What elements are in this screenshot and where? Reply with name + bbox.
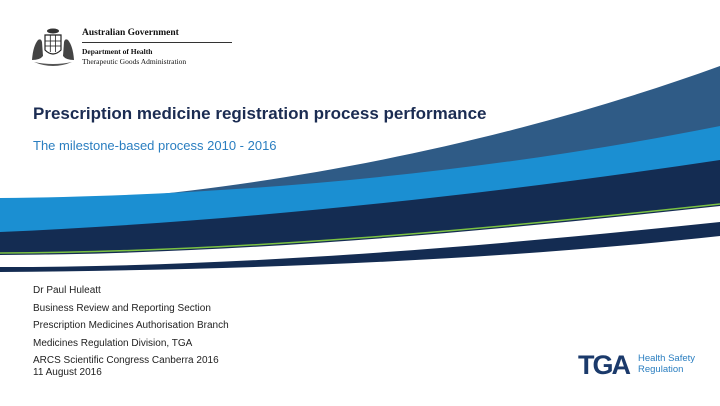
australian-government-logo: Australian Government Department of Heal… bbox=[28, 26, 232, 74]
presenter-branch: Prescription Medicines Authorisation Bra… bbox=[33, 320, 229, 331]
presenter-details: Dr Paul Huleatt Business Review and Repo… bbox=[33, 282, 353, 370]
swoosh-dark-navy-band bbox=[0, 160, 720, 272]
agency-name: Therapeutic Goods Administration bbox=[82, 57, 187, 66]
presenter-division: Medicines Regulation Division, TGA bbox=[33, 337, 193, 349]
tga-logo-mark: TGA bbox=[578, 350, 631, 380]
government-text-block: Australian Government Department of Heal… bbox=[82, 26, 232, 67]
tga-tagline-line-1: Health Safety bbox=[638, 353, 696, 364]
government-name: Australian Government bbox=[82, 28, 179, 38]
presenter-section: Business Review and Reporting Section bbox=[33, 302, 211, 314]
tga-logo-tagline: Health Safety Regulation bbox=[638, 353, 708, 375]
presenter-event: ARCS Scientific Congress Canberra 2016 bbox=[33, 355, 219, 366]
coat-of-arms-icon bbox=[32, 28, 74, 66]
slide-title: Prescription medicine registration proce… bbox=[33, 104, 487, 123]
swoosh-white-gap bbox=[0, 206, 720, 267]
presenter-name: Dr Paul Huleatt bbox=[33, 285, 101, 296]
tga-logo: TGA Health Safety Regulation bbox=[578, 350, 708, 380]
presentation-date: 11 August 2016 bbox=[33, 367, 102, 378]
header-divider bbox=[82, 42, 232, 43]
slide-subtitle: The milestone-based process 2010 - 2016 bbox=[33, 138, 277, 153]
tga-tagline-line-2: Regulation bbox=[638, 364, 684, 375]
swoosh-green-line bbox=[0, 203, 720, 254]
department-name: Department of Health bbox=[82, 47, 153, 56]
